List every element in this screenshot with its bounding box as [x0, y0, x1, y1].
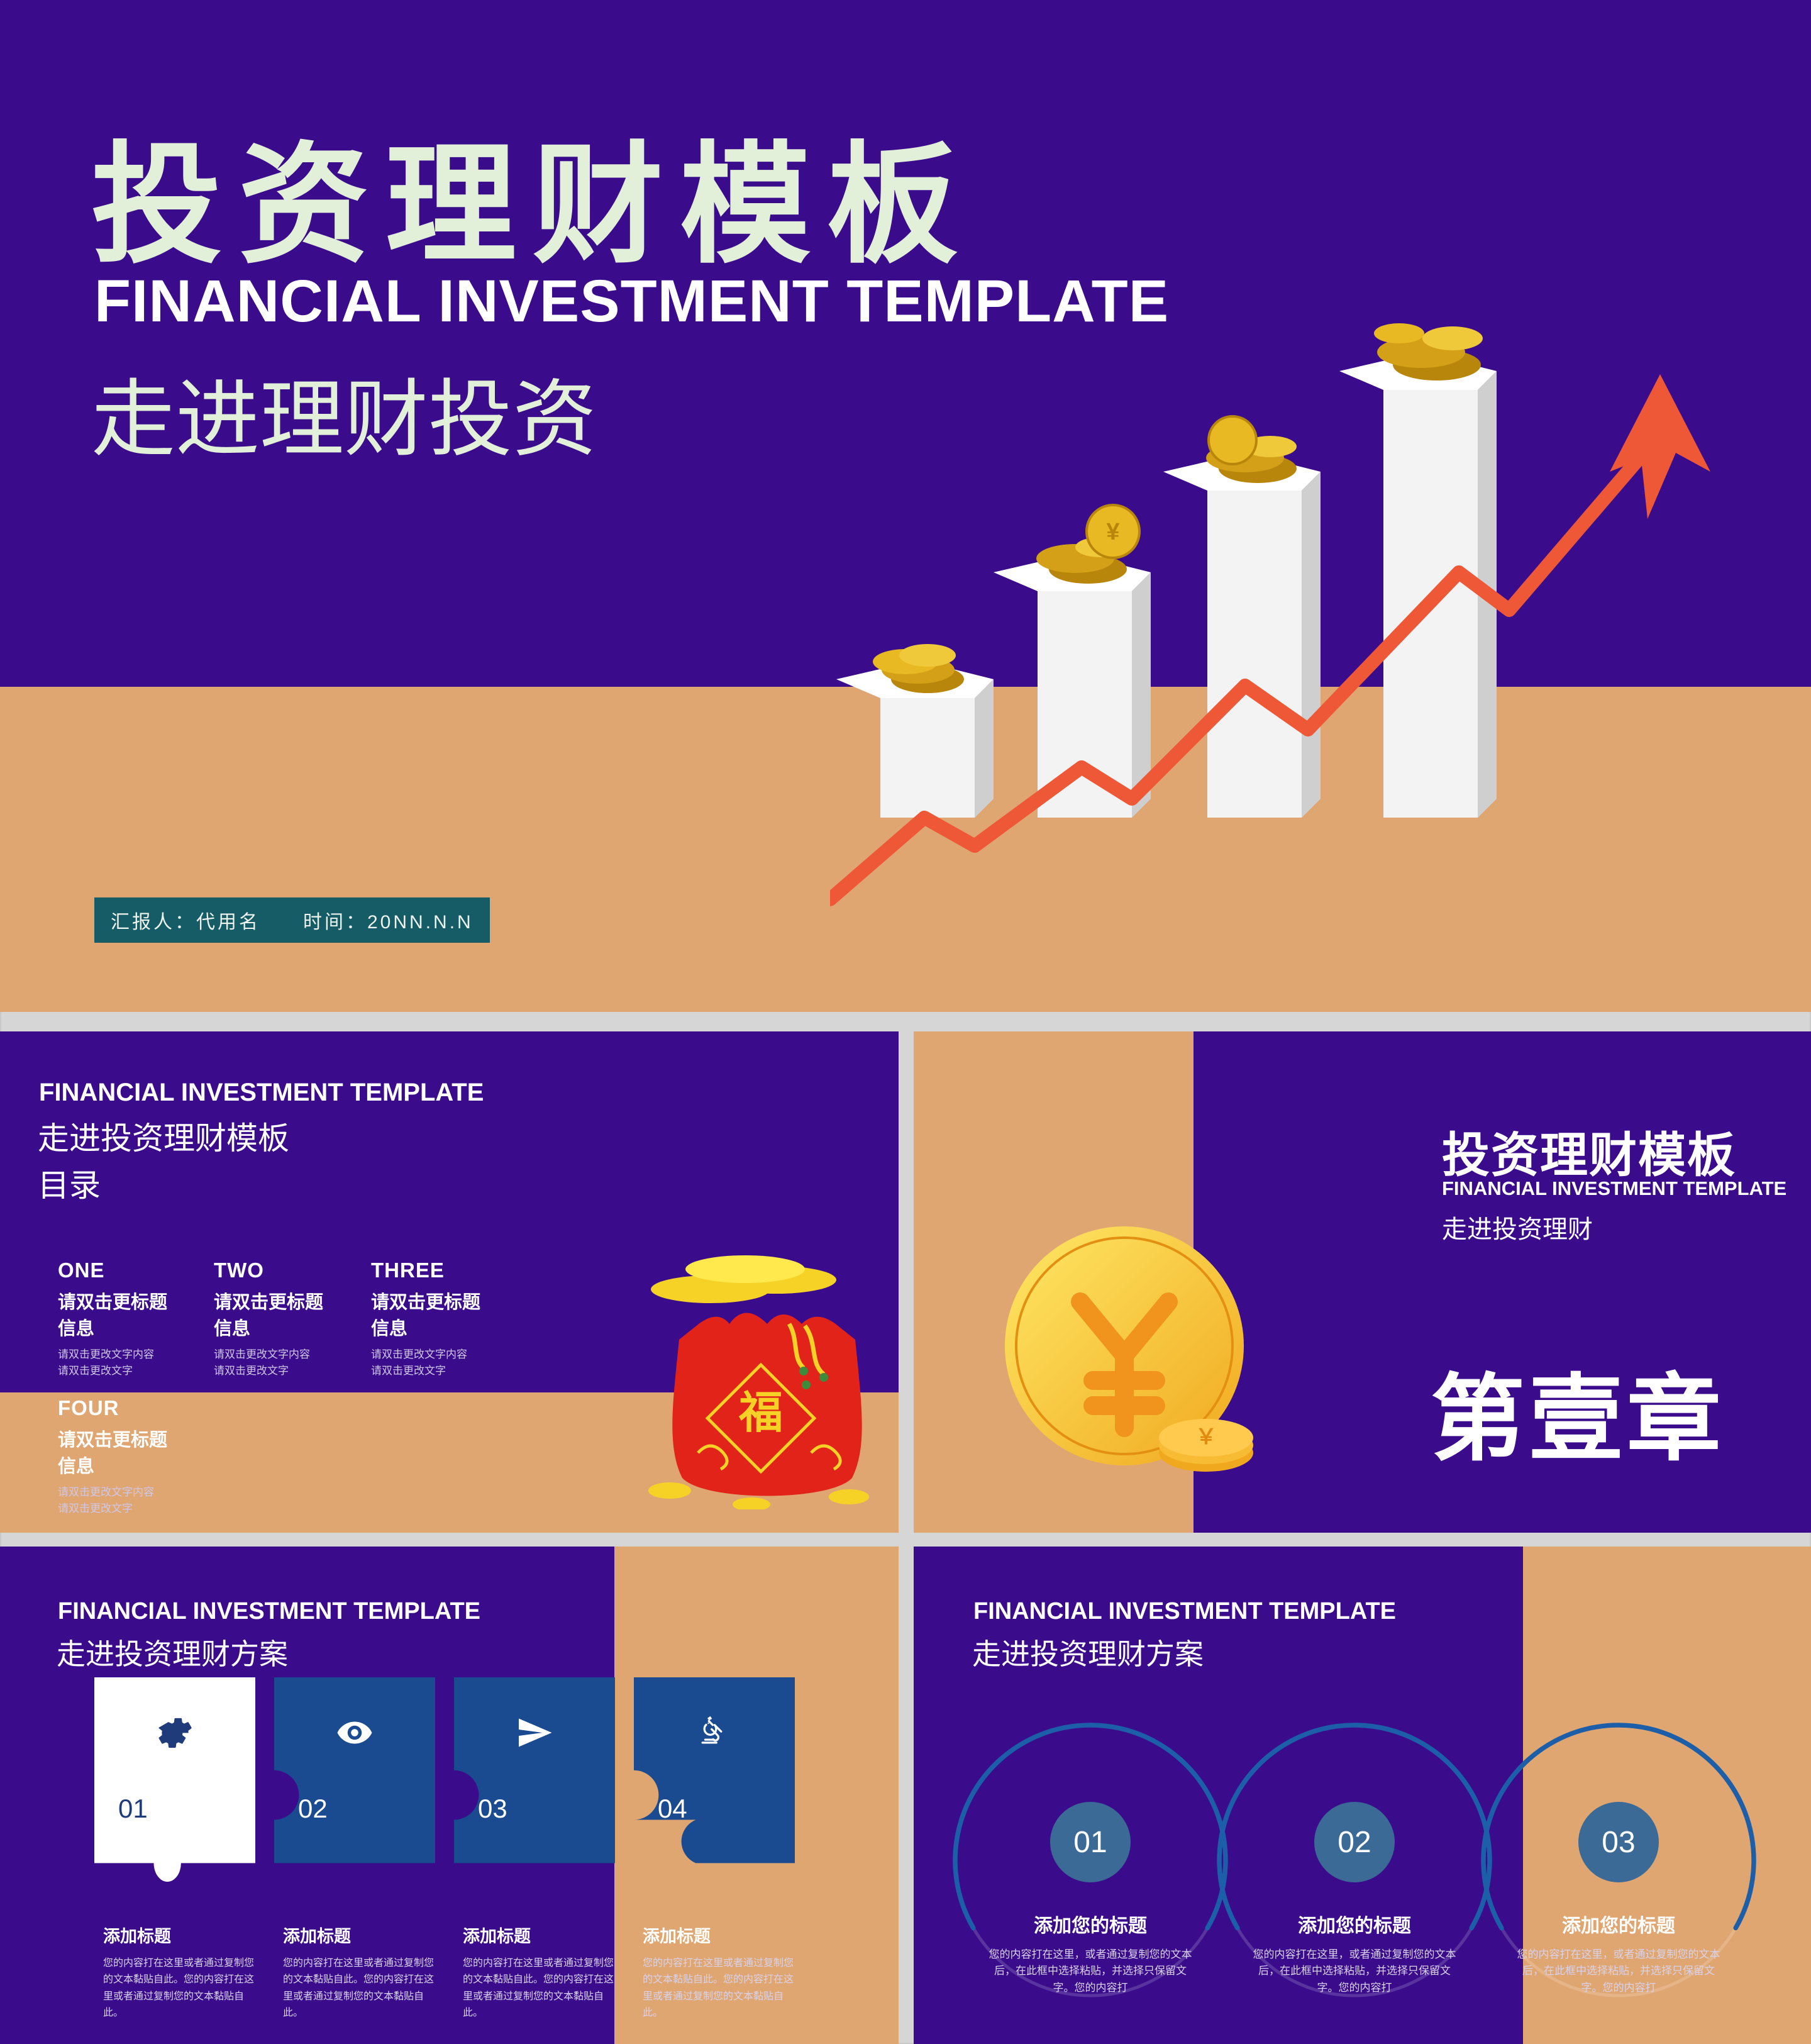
- svg-text:￥: ￥: [1195, 1425, 1217, 1449]
- svg-text:福: 福: [738, 1388, 783, 1437]
- svg-text:¥: ¥: [1106, 519, 1119, 545]
